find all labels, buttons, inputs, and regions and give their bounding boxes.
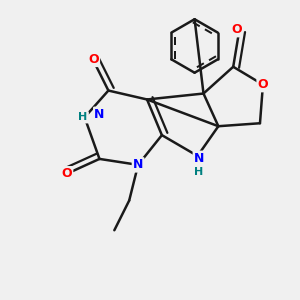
Text: H: H [194,167,204,177]
Text: O: O [258,78,268,91]
Text: O: O [61,167,72,180]
Text: N: N [94,108,105,121]
Text: O: O [88,53,99,66]
Text: O: O [231,23,242,36]
Text: N: N [194,152,204,165]
Text: H: H [79,112,88,122]
Text: N: N [133,158,143,171]
